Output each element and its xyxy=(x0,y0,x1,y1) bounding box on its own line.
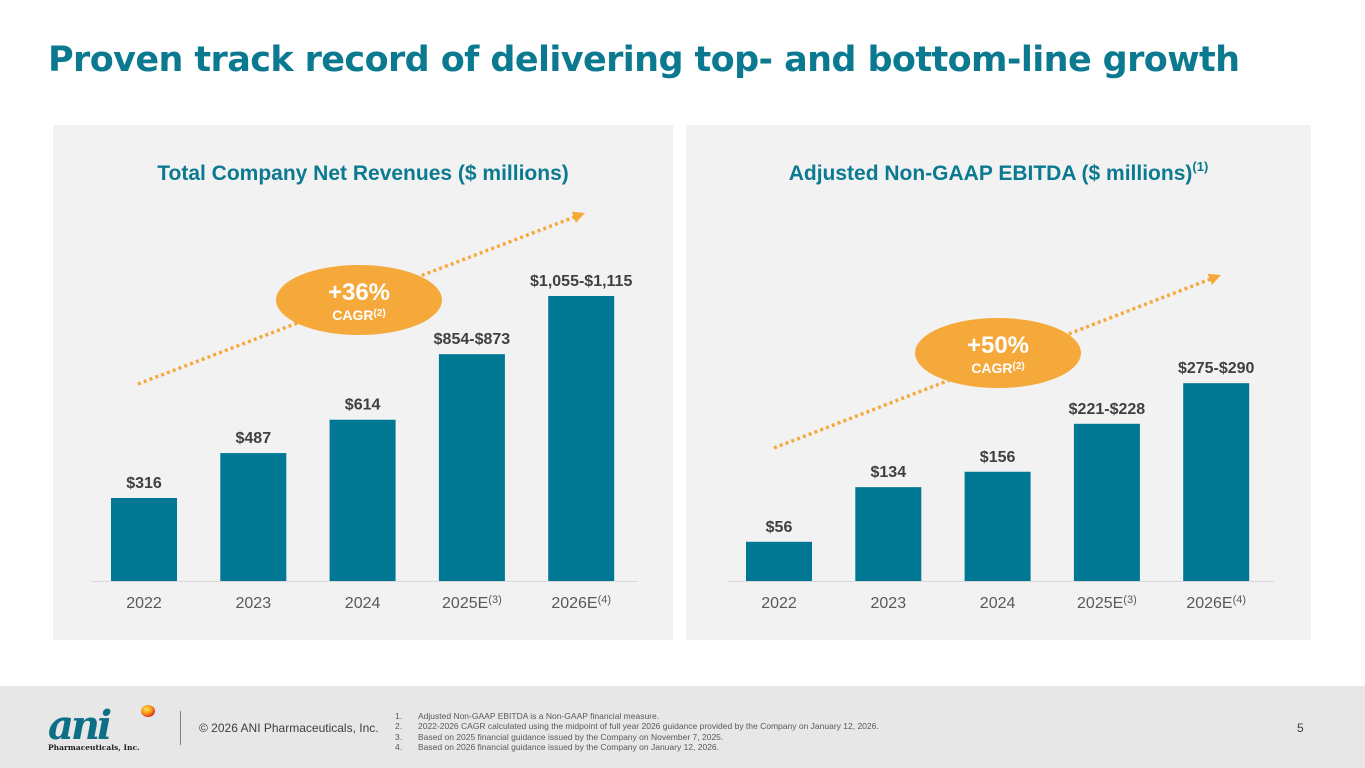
ani-logo: ani Pharmaceuticals, Inc. xyxy=(48,703,155,752)
revenue-bar-2025e xyxy=(438,354,505,581)
revenue-bar-2024 xyxy=(329,419,396,581)
revenue-data-label: $487 xyxy=(236,430,272,447)
revenue-chart-svg: $316 2022 $487 2023 $614 2024 $854-$873 2025E(3… xyxy=(91,211,638,612)
revenue-cagr-label: CAGR(2) xyxy=(332,307,385,323)
ebitda-data-label: $56 xyxy=(766,519,793,536)
ebitda-chart-panel: Adjusted Non-GAAP EBITDA ($ millions)(1)… xyxy=(686,125,1311,640)
footnote-text: Based on 2025 financial guidance issued … xyxy=(418,731,724,742)
footer: ani Pharmaceuticals, Inc. © 2026 ANI Pha… xyxy=(0,686,1365,768)
copyright: © 2026 ANI Pharmaceuticals, Inc. xyxy=(199,721,379,735)
revenue-data-label: $1,055-$1,115 xyxy=(530,273,632,290)
ebitda-data-label: $221-$228 xyxy=(1069,401,1146,418)
logo-wordmark: ani xyxy=(48,703,111,749)
revenue-tick-label: 2023 xyxy=(236,595,272,612)
ebitda-cagr-label: CAGR(2) xyxy=(971,360,1024,376)
ebitda-tick-label: 2022 xyxy=(761,595,797,612)
ebitda-chart-svg: $56 2022 $134 2023 $156 2024 $221-$228 2025E(3)… xyxy=(727,273,1274,612)
ebitda-bar-2025e xyxy=(1073,423,1140,581)
footnote-number: 3. xyxy=(395,731,403,742)
ebitda-tick-label: 2023 xyxy=(871,595,907,612)
ebitda-bar-2022 xyxy=(746,541,812,581)
ebitda-chart-title-text: Adjusted Non-GAAP EBITDA ($ millions) xyxy=(788,162,1193,185)
revenue-tick-label: 2024 xyxy=(345,595,381,612)
ebitda-chart-title: Adjusted Non-GAAP EBITDA ($ millions)(1) xyxy=(686,159,1311,186)
logo-dot-icon xyxy=(141,705,155,717)
revenue-chart-panel: Total Company Net Revenues ($ millions) … xyxy=(53,125,673,640)
revenue-tick-label: 2025E(3) xyxy=(442,594,502,612)
ebitda-tick-label: 2025E(3) xyxy=(1077,594,1137,612)
footnote-number: 1. xyxy=(395,711,403,721)
revenue-cagr-value: +36% xyxy=(328,279,390,306)
revenue-bar-2023 xyxy=(220,453,287,581)
ebitda-bar-2023 xyxy=(855,487,922,581)
page-number: 5 xyxy=(1297,721,1304,735)
footnote: 3. Based on 2025 financial guidance issue… xyxy=(395,732,879,742)
revenue-tick-label: 2022 xyxy=(126,595,162,612)
ebitda-tick-label: 2026E(4) xyxy=(1186,594,1246,612)
ebitda-data-label: $156 xyxy=(980,449,1016,466)
ebitda-chart-title-footnote: (1) xyxy=(1192,159,1209,174)
footnote: 2. 2022-2026 CAGR calculated using the mi… xyxy=(395,721,879,731)
ebitda-bar-2024 xyxy=(964,471,1031,581)
revenue-bar-2026e xyxy=(548,296,615,581)
footnote-text: Based on 2026 financial guidance issued … xyxy=(418,741,720,752)
ebitda-cagr-value: +50% xyxy=(967,332,1029,359)
footnote-text: Adjusted Non-GAAP EBITDA is a Non-GAAP f… xyxy=(418,711,660,721)
revenue-tick-label: 2026E(4) xyxy=(551,594,611,612)
arrowhead-icon xyxy=(1207,273,1221,285)
footnote: 1. Adjusted Non-GAAP EBITDA is a Non-GAAP… xyxy=(395,711,879,721)
ebitda-bar-2026e xyxy=(1183,383,1250,581)
footnotes: 1. Adjusted Non-GAAP EBITDA is a Non-GAAP… xyxy=(395,711,879,752)
footnote-number: 4. xyxy=(395,741,403,752)
ebitda-tick-label: 2024 xyxy=(980,595,1016,612)
revenue-data-label: $316 xyxy=(126,475,162,492)
page-title: Proven track record of delivering top- a… xyxy=(48,40,1240,80)
ebitda-data-label: $275-$290 xyxy=(1178,360,1255,377)
revenue-chart-title-text: Total Company Net Revenues ($ millions) xyxy=(157,162,569,185)
revenue-cagr-badge xyxy=(276,265,442,335)
revenue-data-label: $854-$873 xyxy=(434,331,511,348)
footnote: 4. Based on 2026 financial guidance issue… xyxy=(395,742,879,752)
revenue-chart-title: Total Company Net Revenues ($ millions) xyxy=(53,159,673,186)
ebitda-cagr-badge xyxy=(915,318,1081,388)
footnote-number: 2. xyxy=(395,721,403,732)
footnote-text: 2022-2026 CAGR calculated using the midp… xyxy=(418,721,879,732)
ebitda-trend-line xyxy=(773,276,1213,450)
ebitda-data-label: $134 xyxy=(871,464,907,481)
logo-subtext: Pharmaceuticals, Inc. xyxy=(48,743,140,752)
logo-divider xyxy=(180,711,181,745)
arrowhead-icon xyxy=(571,211,585,223)
revenue-data-label: $614 xyxy=(345,397,381,414)
revenue-bar-2022 xyxy=(111,497,177,581)
